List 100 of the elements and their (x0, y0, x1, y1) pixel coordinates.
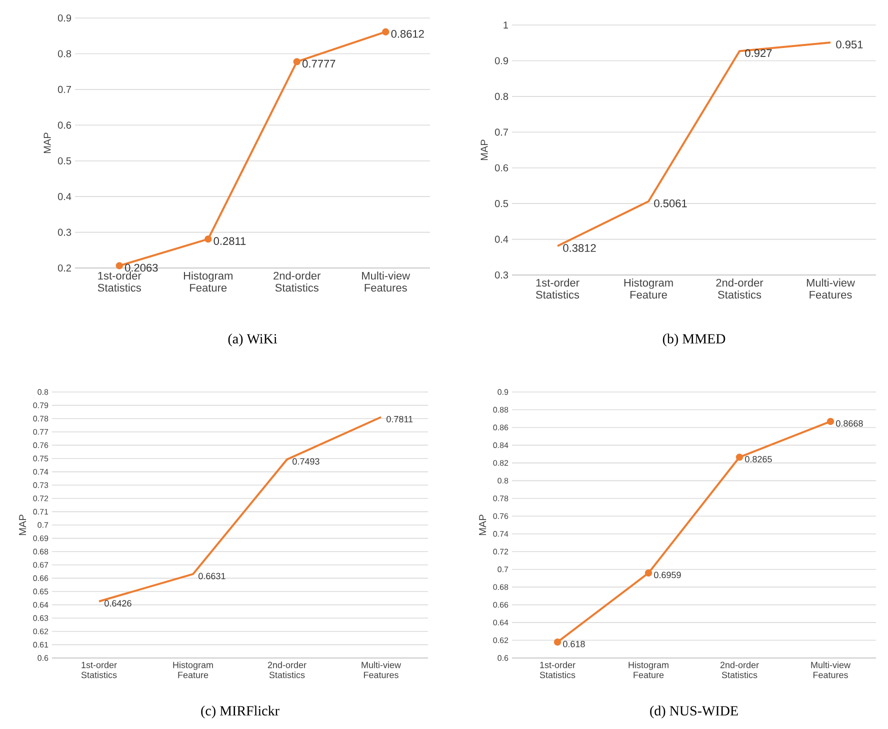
y-tick-label: 0.4 (58, 193, 72, 200)
y-tick-label: 0.6 (58, 122, 72, 129)
y-tick-label: 0.64 (33, 602, 48, 608)
x-tick-label: 1st-order Statistics (540, 662, 576, 678)
y-tick-label: 0.77 (33, 429, 48, 435)
y-tick-label: 0.76 (493, 513, 508, 519)
y-tick-label: 0.75 (33, 456, 48, 462)
x-tick-label: Histogram Feature (624, 278, 673, 299)
y-tick-label: 0.86 (493, 424, 508, 430)
text: (a) WiKi (228, 334, 278, 346)
y-tick-label: 0.64 (493, 620, 508, 626)
x-tick-label: Multi-view Features (811, 662, 851, 678)
y-tick-label: 0.2 (58, 264, 71, 272)
data-label: 0.3812 (563, 244, 596, 252)
point (382, 28, 390, 36)
y-tick-label: 0.5 (494, 200, 508, 208)
y-tick-label: 0.78 (493, 496, 508, 502)
y-tick-label: 0.8 (58, 50, 72, 58)
data-label: 0.8612 (391, 30, 424, 38)
y-tick-label: 0.7 (494, 128, 508, 136)
x-tick-label: 1st-order Statistics (536, 278, 580, 299)
y-tick-label: 0.7 (38, 522, 48, 528)
y-tick-label: 0.8 (498, 478, 508, 484)
y-tick-label: 0.8 (38, 389, 48, 395)
y-tick-label: 0.8 (494, 92, 508, 100)
y-axis-title: MAP (479, 514, 486, 536)
data-label: 0.6959 (654, 572, 681, 578)
y-tick-label: 0.72 (493, 548, 508, 554)
y-tick-label: 0.9 (58, 14, 72, 22)
data-label: 0.951 (836, 40, 863, 48)
y-tick-label: 0.9 (498, 389, 508, 395)
y-axis-title: MAP (480, 140, 488, 160)
x-tick-label: Multi-view Features (362, 662, 402, 678)
data-label: 0.5061 (654, 200, 687, 208)
point (826, 418, 834, 426)
y-tick-label: 0.74 (33, 468, 48, 475)
data-label: 0.927 (745, 49, 772, 57)
y-tick-label: 0.66 (33, 575, 48, 582)
text: (b) MMED (662, 334, 726, 346)
y-tick-label: 0.62 (33, 628, 48, 634)
data-label: 0.6426 (104, 600, 132, 607)
x-tick-label: 2nd-order Statistics (716, 278, 764, 299)
y-tick-label: 0.73 (33, 482, 48, 488)
y-tick-label: 0.82 (493, 460, 508, 466)
text: (d) NUS-WIDE (650, 706, 738, 718)
x-tick-label: 2nd-order Statistics (268, 662, 306, 678)
data-label: 0.6631 (198, 572, 226, 580)
point (554, 638, 562, 646)
data-label: 0.8668 (836, 420, 863, 427)
y-tick-label: 0.4 (494, 236, 508, 243)
y-tick-label: 0.63 (33, 615, 48, 621)
y-tick-label: 0.5 (58, 157, 72, 164)
y-tick-label: 0.62 (493, 637, 508, 644)
point (204, 235, 212, 243)
y-tick-label: 0.76 (33, 442, 48, 448)
x-tick-label: Multi-view Features (362, 272, 410, 292)
data-label: 0.7777 (302, 60, 336, 68)
y-axis-title: MAP (44, 132, 51, 154)
x-tick-label: Histogram Feature (184, 272, 232, 292)
y-tick-label: 0.66 (493, 602, 508, 608)
y-tick-label: 0.6 (38, 655, 48, 661)
y-tick-label: 0.88 (493, 406, 508, 413)
x-tick-label: 1st-order Statistics (81, 662, 117, 678)
y-tick-label: 0.7 (58, 86, 71, 93)
y-tick-label: 0.3 (494, 271, 508, 279)
y-tick-label: 0.6 (494, 164, 508, 172)
point (293, 58, 300, 66)
y-tick-label: 0.74 (493, 531, 508, 537)
y-tick-label: 1 (504, 22, 508, 28)
y-tick-label: 0.79 (33, 402, 48, 408)
x-tick-label: Histogram Feature (628, 662, 668, 678)
data-label: 0.618 (563, 640, 585, 648)
x-tick-label: 2nd-order Statistics (720, 662, 759, 678)
point (116, 262, 123, 270)
y-tick-label: 0.68 (493, 584, 508, 590)
data-label: 0.8265 (745, 456, 772, 462)
y-tick-label: 0.67 (33, 562, 48, 568)
y-tick-label: 0.6 (498, 655, 508, 661)
y-tick-label: 0.65 (33, 588, 48, 594)
y-tick-label: 0.9 (494, 57, 508, 64)
point (736, 454, 744, 461)
data-label: 0.7811 (386, 416, 413, 422)
y-tick-label: 0.72 (33, 496, 48, 502)
y-tick-label: 0.68 (33, 548, 48, 554)
data-label: 0.2063 (125, 264, 158, 272)
x-tick-label: 1st-order Statistics (98, 272, 142, 292)
y-tick-label: 0.69 (33, 535, 48, 542)
y-axis-title: MAP (19, 514, 26, 536)
y-tick-label: 0.3 (58, 228, 72, 236)
y-tick-label: 0.7 (498, 566, 508, 572)
y-tick-label: 0.84 (493, 442, 508, 448)
data-label: 0.2811 (214, 237, 246, 245)
x-tick-label: Multi-view Features (806, 278, 855, 299)
x-tick-label: 2nd-order Statistics (274, 272, 321, 292)
x-tick-label: Histogram Feature (173, 662, 213, 678)
point (644, 569, 652, 577)
y-tick-label: 0.78 (33, 416, 48, 422)
text: (c) MIRFlickr (201, 706, 280, 718)
y-tick-label: 0.71 (33, 508, 48, 515)
data-label: 0.7493 (292, 458, 320, 465)
